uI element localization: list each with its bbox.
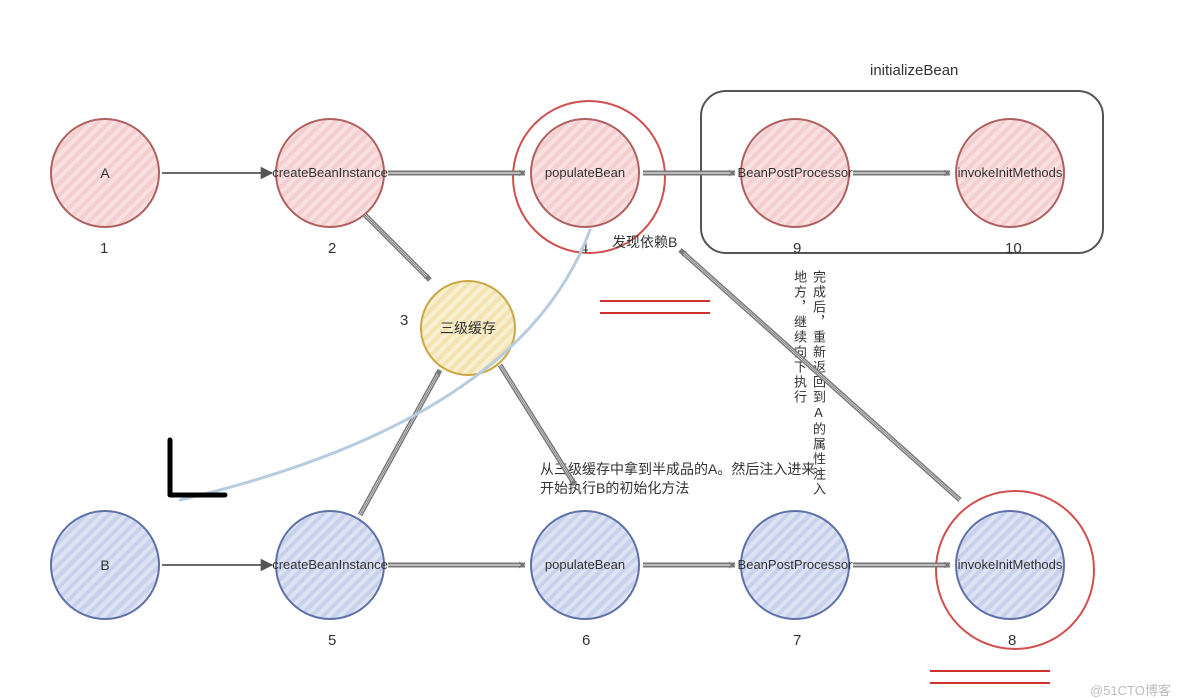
step-number: 9: [793, 240, 801, 257]
step-number: 2: [328, 240, 336, 257]
group-label: initializeBean: [870, 62, 958, 79]
node-populatebean-a: populateBean: [530, 118, 640, 228]
watermark: @51CTO博客: [1090, 680, 1171, 698]
annotation-dependency: 发现依赖B: [612, 232, 677, 252]
step-number: 1: [100, 240, 108, 257]
node-a: A: [50, 118, 160, 228]
node-label: invokeInitMethods: [958, 558, 1063, 573]
node-label: B: [100, 557, 109, 573]
annotation-line: 从三级缓存中拿到半成品的A。然后注入进来。: [540, 460, 829, 479]
node-beanpostprocessor-b: BeanPostProcessor: [740, 510, 850, 620]
node-label: A: [100, 165, 109, 181]
node-invokeinitmethods-a: invokeInitMethods: [955, 118, 1065, 228]
step-number: 8: [1008, 632, 1016, 649]
node-label: BeanPostProcessor: [738, 558, 853, 573]
underline: [930, 670, 1050, 672]
node-label: 三级缓存: [440, 320, 496, 336]
diagram-stage: initializeBean A createBeanInstance popu…: [0, 0, 1184, 698]
node-label: createBeanInstance: [272, 166, 388, 181]
step-number: 5: [328, 632, 336, 649]
step-number: 3: [400, 312, 408, 329]
node-cache: 三级缓存: [420, 280, 516, 376]
node-label: createBeanInstance: [272, 558, 388, 573]
step-number: 10: [1005, 240, 1022, 257]
node-createbeaninstance-b: createBeanInstance: [275, 510, 385, 620]
node-label: populateBean: [545, 166, 625, 181]
node-label: BeanPostProcessor: [738, 166, 853, 181]
underline: [930, 682, 1050, 684]
node-label: invokeInitMethods: [958, 166, 1063, 181]
step-number: 6: [582, 632, 590, 649]
node-beanpostprocessor-a: BeanPostProcessor: [740, 118, 850, 228]
node-label: populateBean: [545, 558, 625, 573]
annotation-cache: 从三级缓存中拿到半成品的A。然后注入进来。 开始执行B的初始化方法: [540, 460, 829, 498]
annotation-back: 完成后，重新返回到A的属性注入地方，继续向下执行: [790, 270, 828, 500]
node-createbeaninstance-a: createBeanInstance: [275, 118, 385, 228]
node-b: B: [50, 510, 160, 620]
node-populatebean-b: populateBean: [530, 510, 640, 620]
l-mark: [170, 440, 225, 495]
annotation-line: 开始执行B的初始化方法: [540, 479, 829, 498]
step-number: 4: [580, 240, 588, 257]
step-number: 7: [793, 632, 801, 649]
underline: [600, 312, 710, 314]
underline: [600, 300, 710, 302]
node-invokeinitmethods-b: invokeInitMethods: [955, 510, 1065, 620]
